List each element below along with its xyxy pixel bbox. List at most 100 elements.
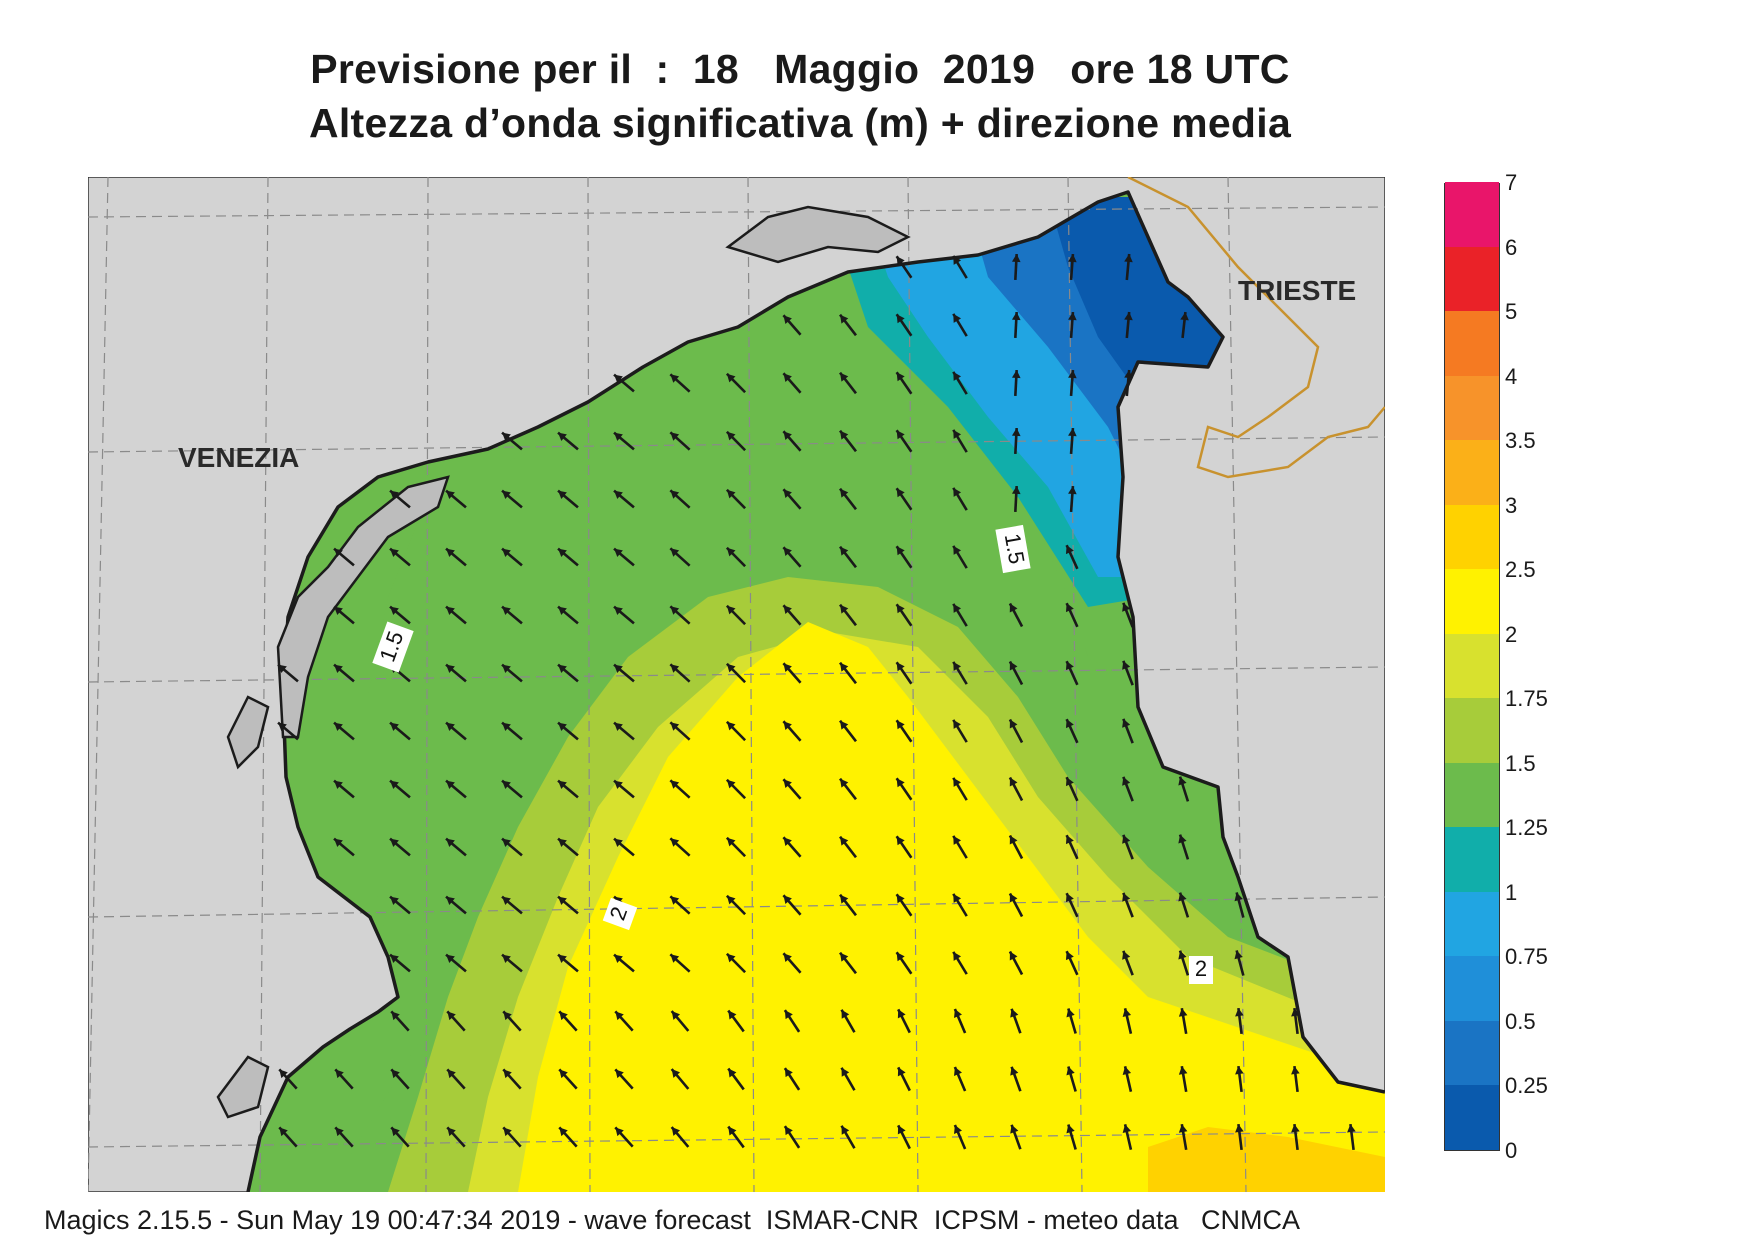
direction-arrow-head xyxy=(1009,951,1018,961)
direction-arrow-head xyxy=(334,548,343,558)
lagoon-islands xyxy=(216,205,911,1119)
direction-arrow-head xyxy=(1010,1008,1019,1018)
direction-arrow-head xyxy=(1124,312,1133,321)
direction-arrow-head xyxy=(502,722,511,732)
direction-arrow-head xyxy=(391,1011,400,1021)
direction-arrow-head xyxy=(1011,254,1021,263)
legend-swatch xyxy=(1445,1084,1499,1150)
direction-arrow-head xyxy=(1009,661,1018,671)
direction-arrow-head xyxy=(783,547,792,556)
direction-arrow-head xyxy=(1235,1124,1244,1133)
direction-arrow-head xyxy=(1068,370,1077,379)
direction-arrow-head xyxy=(1065,835,1074,845)
direction-arrow-head xyxy=(334,606,343,616)
direction-arrow-head xyxy=(614,780,623,790)
direction-arrow-head xyxy=(447,1127,456,1137)
direction-arrow-head xyxy=(614,954,623,964)
direction-arrow-head xyxy=(670,374,680,383)
direction-arrow-head xyxy=(670,954,680,963)
direction-arrow-head xyxy=(1065,603,1074,613)
direction-arrow-head xyxy=(953,545,962,555)
direction-arrow-head xyxy=(614,606,623,616)
direction-arrow-head xyxy=(954,1009,962,1018)
legend-swatch xyxy=(1445,246,1499,312)
direction-arrow-head xyxy=(953,835,962,845)
direction-arrow-head xyxy=(614,722,623,732)
direction-arrow-head xyxy=(953,371,962,381)
legend-swatch xyxy=(1445,439,1499,505)
direction-arrow-head xyxy=(503,1069,512,1079)
direction-arrow-head xyxy=(390,954,399,964)
direction-arrow-head xyxy=(278,664,287,674)
direction-arrow-head xyxy=(1011,370,1021,379)
direction-arrow-head xyxy=(446,548,455,558)
direction-arrow-head xyxy=(1068,486,1077,495)
direction-arrow-head xyxy=(783,663,792,672)
direction-arrow-head xyxy=(840,314,849,324)
direction-arrow-head xyxy=(896,372,905,382)
direction-arrow-head xyxy=(783,721,792,730)
regional-border xyxy=(1127,177,1385,479)
direction-arrow-head xyxy=(897,1125,906,1135)
direction-arrow-head xyxy=(783,895,792,904)
direction-arrow-head xyxy=(1009,777,1018,787)
direction-arrow-head xyxy=(1068,428,1077,437)
direction-arrow-head xyxy=(446,664,455,674)
direction-arrow-head xyxy=(502,606,511,616)
direction-arrow-head xyxy=(783,373,792,382)
direction-arrow-head xyxy=(954,1125,962,1134)
direction-arrow-head xyxy=(447,1069,456,1079)
direction-arrow-head xyxy=(1178,834,1187,844)
direction-arrow-head xyxy=(559,1069,568,1079)
direction-arrow-head xyxy=(1291,1066,1300,1075)
legend-label: 0 xyxy=(1505,1138,1518,1163)
direction-arrow-head xyxy=(1011,486,1021,495)
direction-arrow-head xyxy=(1009,835,1018,845)
direction-arrow-head xyxy=(896,662,905,672)
direction-arrow-head xyxy=(726,895,736,905)
direction-arrow-head xyxy=(841,1067,850,1077)
direction-arrow-head xyxy=(896,314,905,324)
direction-arrow-head xyxy=(726,373,736,383)
direction-arrow-head xyxy=(897,1067,906,1077)
direction-arrow-head xyxy=(1122,718,1131,728)
direction-arrow-head xyxy=(1235,1066,1244,1075)
direction-arrow-head xyxy=(558,432,567,442)
direction-arrow-head xyxy=(1065,893,1074,903)
direction-arrow-head xyxy=(1122,834,1131,844)
direction-arrow-head xyxy=(840,604,849,614)
direction-arrow-head xyxy=(391,1127,400,1137)
legend-label: 6 xyxy=(1505,234,1518,260)
direction-arrow-head xyxy=(726,721,736,731)
direction-arrow-head xyxy=(1178,776,1187,786)
direction-arrow-head xyxy=(390,722,399,732)
direction-arrow-head xyxy=(614,664,623,674)
direction-arrow-head xyxy=(502,432,511,442)
direction-arrow-head xyxy=(503,1127,512,1137)
direction-arrow-head xyxy=(502,838,511,848)
direction-arrow-head xyxy=(1122,892,1131,902)
legend-swatch xyxy=(1445,568,1499,634)
direction-arrow-head xyxy=(334,722,343,732)
direction-arrow-head xyxy=(670,838,680,847)
legend-label: 1.75 xyxy=(1505,686,1548,712)
direction-arrow-head xyxy=(896,894,905,904)
direction-arrow-head xyxy=(1065,951,1074,961)
direction-arrow-head xyxy=(728,1126,737,1136)
direction-arrow-head xyxy=(670,548,680,557)
direction-arrow-head xyxy=(558,722,567,732)
direction-arrow-head xyxy=(1291,1008,1300,1017)
direction-arrow-head xyxy=(1122,1066,1132,1075)
direction-arrow-head xyxy=(896,778,905,788)
direction-arrow-head xyxy=(502,780,511,790)
direction-arrow-head xyxy=(726,953,736,963)
wave-direction-arrows xyxy=(277,253,1356,1151)
direction-arrow-head xyxy=(670,896,680,905)
direction-arrow-head xyxy=(784,1068,793,1078)
direction-arrow-head xyxy=(558,896,567,906)
direction-arrow-head xyxy=(726,489,736,499)
legend-label: 1 xyxy=(1505,879,1518,905)
direction-arrow-head xyxy=(1234,892,1243,902)
direction-arrow-head xyxy=(840,952,849,962)
direction-arrow-head xyxy=(1011,428,1021,437)
